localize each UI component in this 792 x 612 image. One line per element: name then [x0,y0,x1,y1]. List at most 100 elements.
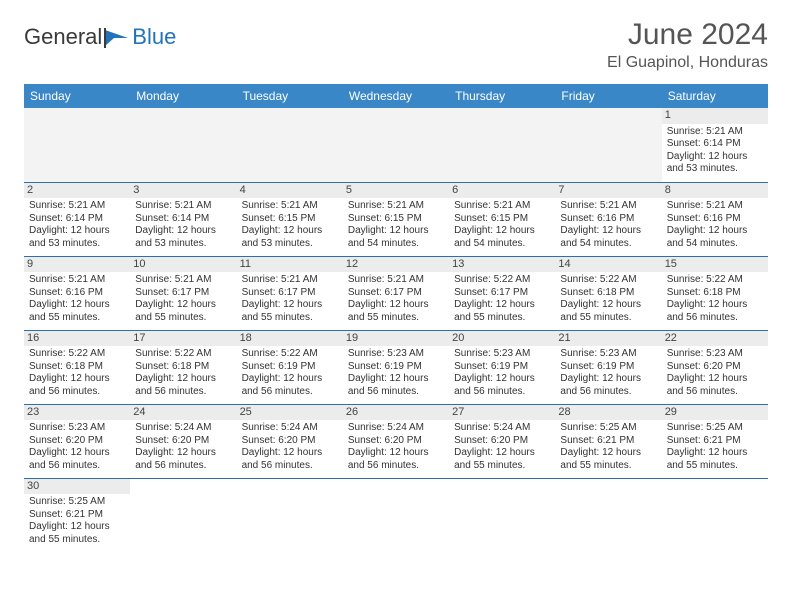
detail-line: Sunset: 6:20 PM [29,435,125,448]
calendar-cell [237,108,343,182]
detail-line: Daylight: 12 hours [560,299,656,312]
detail-line: and 54 minutes. [454,238,550,251]
calendar-cell: 16Sunrise: 5:22 AMSunset: 6:18 PMDayligh… [24,330,130,404]
calendar-cell: 26Sunrise: 5:24 AMSunset: 6:20 PMDayligh… [343,404,449,478]
day-details: Sunrise: 5:22 AMSunset: 6:18 PMDaylight:… [135,348,231,398]
detail-line: Sunset: 6:19 PM [348,361,444,374]
detail-line: and 56 minutes. [29,460,125,473]
day-header: Sunday [24,84,130,108]
detail-line: Sunset: 6:14 PM [29,213,125,226]
day-number: 6 [449,183,555,199]
day-details: Sunrise: 5:24 AMSunset: 6:20 PMDaylight:… [135,422,231,472]
calendar-cell [662,478,768,552]
day-details: Sunrise: 5:22 AMSunset: 6:19 PMDaylight:… [242,348,338,398]
day-header: Monday [130,84,236,108]
detail-line: and 54 minutes. [348,238,444,251]
detail-line: Sunrise: 5:21 AM [348,274,444,287]
day-details: Sunrise: 5:21 AMSunset: 6:14 PMDaylight:… [29,200,125,250]
calendar-cell [449,478,555,552]
detail-line: Daylight: 12 hours [135,447,231,460]
calendar-cell: 4Sunrise: 5:21 AMSunset: 6:15 PMDaylight… [237,182,343,256]
detail-line: and 53 minutes. [29,238,125,251]
detail-line: and 55 minutes. [29,312,125,325]
day-number: 17 [130,331,236,347]
day-number: 26 [343,405,449,421]
calendar-cell [130,478,236,552]
detail-line: Sunrise: 5:22 AM [135,348,231,361]
detail-line: Sunrise: 5:24 AM [348,422,444,435]
detail-line: and 56 minutes. [560,386,656,399]
calendar-cell: 5Sunrise: 5:21 AMSunset: 6:15 PMDaylight… [343,182,449,256]
detail-line: Daylight: 12 hours [667,373,763,386]
day-details: Sunrise: 5:21 AMSunset: 6:15 PMDaylight:… [454,200,550,250]
detail-line: and 53 minutes. [135,238,231,251]
detail-line: and 56 minutes. [667,386,763,399]
day-details: Sunrise: 5:21 AMSunset: 6:16 PMDaylight:… [560,200,656,250]
detail-line: Sunset: 6:18 PM [667,287,763,300]
day-details: Sunrise: 5:24 AMSunset: 6:20 PMDaylight:… [242,422,338,472]
detail-line: Daylight: 12 hours [560,225,656,238]
detail-line: and 56 minutes. [454,386,550,399]
day-details: Sunrise: 5:21 AMSunset: 6:16 PMDaylight:… [667,200,763,250]
detail-line: Daylight: 12 hours [242,299,338,312]
detail-line: Sunrise: 5:22 AM [29,348,125,361]
detail-line: Sunset: 6:18 PM [29,361,125,374]
day-number: 16 [24,331,130,347]
calendar-cell: 8Sunrise: 5:21 AMSunset: 6:16 PMDaylight… [662,182,768,256]
calendar-row: 23Sunrise: 5:23 AMSunset: 6:20 PMDayligh… [24,404,768,478]
detail-line: Sunset: 6:17 PM [242,287,338,300]
detail-line: and 55 minutes. [560,460,656,473]
detail-line: and 55 minutes. [560,312,656,325]
day-details: Sunrise: 5:21 AMSunset: 6:16 PMDaylight:… [29,274,125,324]
day-details: Sunrise: 5:21 AMSunset: 6:15 PMDaylight:… [242,200,338,250]
detail-line: Daylight: 12 hours [560,373,656,386]
day-details: Sunrise: 5:25 AMSunset: 6:21 PMDaylight:… [560,422,656,472]
detail-line: and 54 minutes. [560,238,656,251]
calendar-cell: 7Sunrise: 5:21 AMSunset: 6:16 PMDaylight… [555,182,661,256]
detail-line: Sunrise: 5:22 AM [454,274,550,287]
calendar-cell: 29Sunrise: 5:25 AMSunset: 6:21 PMDayligh… [662,404,768,478]
brand-logo: General Blue [24,18,176,50]
brand-part2: Blue [132,24,176,50]
detail-line: Sunset: 6:16 PM [560,213,656,226]
detail-line: Daylight: 12 hours [29,521,125,534]
day-details: Sunrise: 5:24 AMSunset: 6:20 PMDaylight:… [454,422,550,472]
day-details: Sunrise: 5:23 AMSunset: 6:20 PMDaylight:… [29,422,125,472]
day-details: Sunrise: 5:21 AMSunset: 6:14 PMDaylight:… [667,126,763,176]
day-number: 25 [237,405,343,421]
day-number: 27 [449,405,555,421]
detail-line: Sunrise: 5:25 AM [667,422,763,435]
detail-line: Daylight: 12 hours [454,225,550,238]
detail-line: and 56 minutes. [667,312,763,325]
calendar-cell [24,108,130,182]
detail-line: Daylight: 12 hours [454,299,550,312]
detail-line: Sunset: 6:17 PM [348,287,444,300]
detail-line: Sunrise: 5:24 AM [135,422,231,435]
location-text: El Guapinol, Honduras [607,54,768,72]
day-details: Sunrise: 5:23 AMSunset: 6:19 PMDaylight:… [454,348,550,398]
detail-line: and 53 minutes. [242,238,338,251]
detail-line: Sunset: 6:20 PM [667,361,763,374]
month-title: June 2024 [607,18,768,52]
calendar-cell: 9Sunrise: 5:21 AMSunset: 6:16 PMDaylight… [24,256,130,330]
detail-line: Daylight: 12 hours [29,299,125,312]
detail-line: Sunset: 6:15 PM [454,213,550,226]
day-number: 24 [130,405,236,421]
day-number: 21 [555,331,661,347]
detail-line: Sunrise: 5:21 AM [29,274,125,287]
calendar-cell [237,478,343,552]
page-header: General Blue June 2024 El Guapinol, Hond… [24,18,768,72]
detail-line: Daylight: 12 hours [29,225,125,238]
detail-line: and 55 minutes. [29,534,125,547]
detail-line: and 56 minutes. [242,386,338,399]
detail-line: Sunrise: 5:21 AM [242,200,338,213]
day-number: 11 [237,257,343,273]
detail-line: Sunrise: 5:25 AM [29,496,125,509]
calendar-cell: 14Sunrise: 5:22 AMSunset: 6:18 PMDayligh… [555,256,661,330]
calendar-cell: 11Sunrise: 5:21 AMSunset: 6:17 PMDayligh… [237,256,343,330]
detail-line: Sunrise: 5:23 AM [348,348,444,361]
day-number [343,108,449,124]
detail-line: Daylight: 12 hours [454,373,550,386]
detail-line: Sunset: 6:15 PM [242,213,338,226]
calendar-table: Sunday Monday Tuesday Wednesday Thursday… [24,84,768,552]
